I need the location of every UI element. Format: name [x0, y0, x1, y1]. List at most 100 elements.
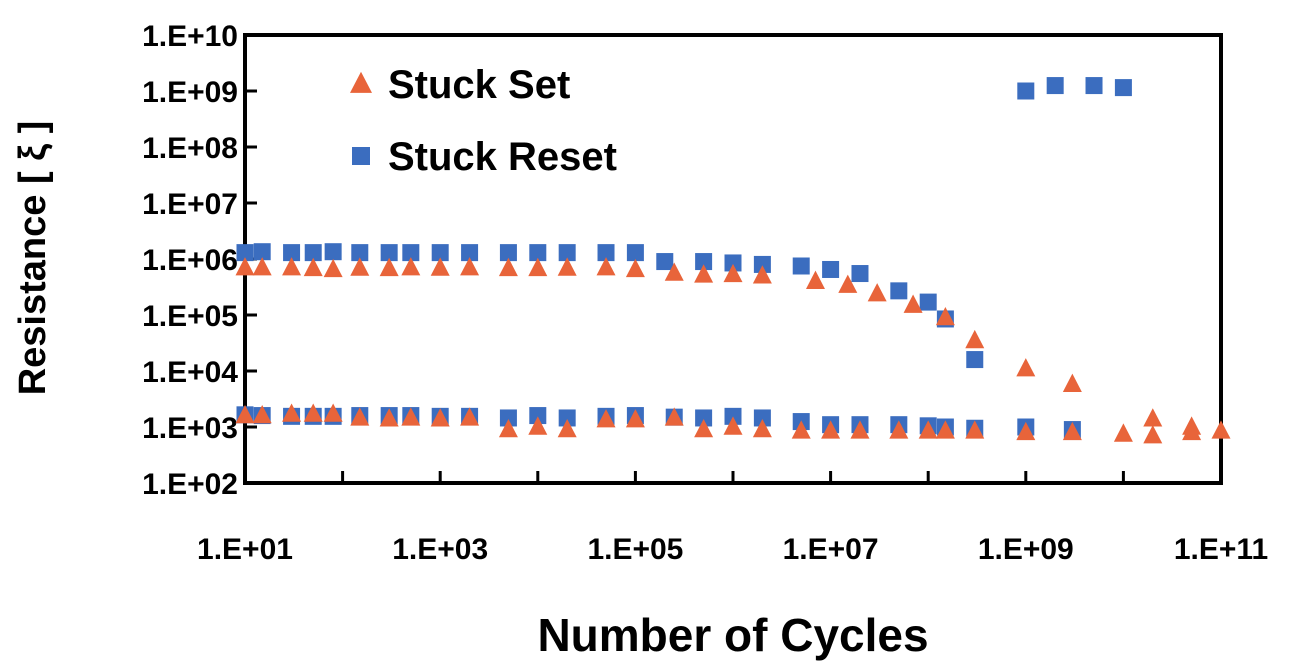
stuck-set-point [1143, 408, 1163, 427]
y-tick-label: 1.E+06 [142, 244, 238, 277]
stuck-set-point [379, 408, 399, 427]
y-tick-label: 1.E+09 [142, 76, 238, 109]
legend: Stuck Set Stuck Reset [350, 63, 617, 179]
stuck-set-point [850, 420, 870, 439]
y-tick-label: 1.E+05 [142, 300, 238, 333]
stuck-set-point [965, 420, 985, 439]
stuck-reset-point [1017, 82, 1035, 100]
stuck-set-point [889, 420, 909, 439]
stuck-reset-point [724, 407, 742, 425]
x-tick-label: 1.E+01 [197, 533, 293, 566]
stuck-reset-point [558, 244, 576, 262]
stuck-reset-point [919, 293, 937, 311]
stuck-reset-point [1046, 77, 1064, 95]
stuck-set-point [1016, 358, 1036, 377]
stuck-set-point [791, 420, 811, 439]
x-tick-label: 1.E+07 [783, 533, 879, 566]
y-axis-title: Resistance [ ξ ] [12, 121, 54, 396]
stuck-set-point [252, 404, 272, 424]
x-axis-title: Number of Cycles [537, 609, 928, 661]
stuck-set-point [752, 265, 772, 284]
stuck-reset-point [380, 244, 398, 262]
stuck-set-point [235, 257, 255, 276]
stuck-set-point [401, 257, 421, 276]
x-tick-label: 1.E+03 [392, 533, 488, 566]
stuck-set-point [498, 418, 518, 438]
stuck-reset-point [753, 409, 771, 427]
stuck-set-point [1211, 420, 1231, 439]
stuck-set-point [596, 257, 616, 276]
stuck-reset-point [1085, 77, 1103, 95]
stuck-set-point [235, 404, 255, 424]
x-tick-label: 1.E+09 [978, 533, 1074, 566]
stuck-reset-point [1114, 79, 1132, 97]
legend-marker-stuck-reset [352, 147, 370, 165]
stuck-reset-point [402, 244, 420, 262]
y-tick-label: 1.E+04 [142, 356, 238, 389]
stuck-reset-point [724, 254, 742, 272]
data-marks [235, 77, 1231, 444]
stuck-reset-point [351, 244, 369, 262]
stuck-reset-point [753, 255, 771, 273]
stuck-set-point [867, 283, 887, 302]
x-axis: 1.E+01 1.E+03 1.E+05 1.E+07 1.E+09 1.E+11 [197, 471, 1268, 566]
stuck-reset-point [499, 244, 517, 262]
stuck-set-point [805, 270, 825, 289]
stuck-set-point [303, 403, 323, 422]
stuck-set-point [282, 403, 302, 422]
stuck-set-point [903, 294, 923, 313]
stuck-set-point [935, 420, 955, 439]
stuck-reset-point [304, 244, 322, 262]
stuck-set-point [918, 420, 938, 439]
stuck-set-point [303, 257, 323, 277]
stuck-set-point [323, 403, 343, 422]
x-tick-label: 1.E+05 [587, 533, 683, 566]
stuck-set-point [528, 416, 548, 435]
stuck-set-point [821, 420, 841, 439]
stuck-reset-point [822, 260, 840, 278]
stuck-reset-point [656, 253, 674, 271]
stuck-set-point [460, 257, 480, 276]
stuck-set-point [557, 418, 577, 438]
stuck-reset-point [695, 409, 713, 427]
stuck-reset-point [253, 243, 271, 261]
stuck-set-point [350, 407, 370, 426]
stuck-set-point [625, 258, 645, 278]
stuck-set-point [596, 409, 616, 428]
stuck-reset-point [236, 244, 254, 262]
stuck-reset-point [558, 409, 576, 427]
stuck-set-point [694, 264, 714, 283]
stuck-reset-point [324, 243, 342, 261]
y-tick-label: 1.E+10 [142, 20, 238, 53]
stuck-set-point [1062, 421, 1082, 441]
stuck-set-point [430, 408, 450, 427]
y-tick-label: 1.E+08 [142, 132, 238, 165]
stuck-reset-point [431, 244, 449, 262]
stuck-set-point [350, 257, 370, 276]
stuck-set-point [323, 258, 343, 278]
stuck-set-point [723, 263, 743, 283]
stuck-reset-point [890, 282, 908, 300]
stuck-set-point [528, 257, 548, 277]
legend-label-stuck-set: Stuck Set [388, 63, 570, 107]
stuck-set-point [1062, 373, 1082, 392]
stuck-reset-point [966, 351, 984, 369]
stuck-set-point [460, 407, 480, 426]
stuck-set-point [557, 257, 577, 276]
stuck-set-point [664, 262, 684, 281]
stuck-reset-point [792, 257, 810, 275]
stuck-set-point [401, 407, 421, 426]
stuck-reset-point [626, 244, 644, 262]
y-tick-label: 1.E+03 [142, 412, 238, 445]
legend-label-stuck-reset: Stuck Reset [388, 135, 617, 179]
y-tick-label: 1.E+02 [142, 468, 238, 501]
stuck-set-point [752, 418, 772, 438]
stuck-set-point [1143, 425, 1163, 444]
stuck-set-point [1113, 423, 1133, 442]
stuck-set-point [625, 409, 645, 428]
stuck-reset-point [461, 244, 479, 262]
stuck-reset-point [283, 244, 301, 262]
stuck-set-point [694, 418, 714, 438]
stuck-set-point [252, 257, 272, 276]
